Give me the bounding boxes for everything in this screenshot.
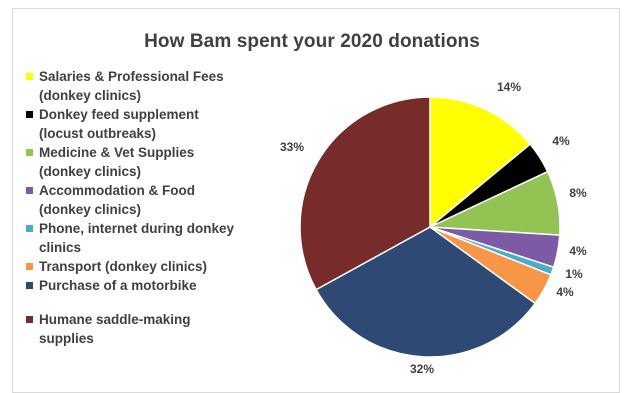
legend-item: Purchase of a motorbike bbox=[26, 276, 241, 295]
slice-data-label: 1% bbox=[565, 267, 583, 281]
legend-item: Accommodation & Food (donkey clinics) bbox=[26, 181, 241, 219]
legend-label: Humane saddle-making supplies bbox=[39, 312, 191, 346]
chart-title: How Bam spent your 2020 donations bbox=[144, 31, 480, 52]
chart-legend: Salaries & Professional Fees (donkey cli… bbox=[26, 67, 241, 348]
slice-data-label: 4% bbox=[569, 244, 587, 258]
slice-data-label: 14% bbox=[497, 80, 521, 94]
pie-slice bbox=[299, 96, 431, 291]
slice-data-label: 4% bbox=[552, 134, 570, 148]
slice-data-label: 32% bbox=[410, 362, 434, 376]
legend-label: Medicine & Vet Supplies (donkey clinics) bbox=[39, 145, 195, 179]
legend-swatch bbox=[26, 316, 33, 323]
legend-swatch bbox=[26, 111, 33, 118]
legend-label: Accommodation & Food (donkey clinics) bbox=[39, 183, 195, 217]
legend-item: Transport (donkey clinics) bbox=[26, 257, 241, 276]
legend-swatch bbox=[26, 263, 33, 270]
legend-label: Salaries & Professional Fees (donkey cli… bbox=[39, 69, 224, 103]
slice-data-label: 33% bbox=[280, 140, 304, 154]
legend-item: Donkey feed supplement (locust outbreaks… bbox=[26, 105, 241, 143]
legend-swatch bbox=[26, 149, 33, 156]
legend-swatch bbox=[26, 225, 33, 232]
legend-item: Phone, internet during donkey clinics bbox=[26, 219, 241, 257]
legend-item: Salaries & Professional Fees (donkey cli… bbox=[26, 67, 241, 105]
legend-item: Medicine & Vet Supplies (donkey clinics) bbox=[26, 143, 241, 181]
pie-slice bbox=[429, 96, 532, 229]
legend-swatch bbox=[26, 282, 33, 289]
legend-label: Purchase of a motorbike bbox=[39, 278, 197, 293]
legend-label: Donkey feed supplement (locust outbreaks… bbox=[39, 107, 199, 141]
legend-label: Transport (donkey clinics) bbox=[39, 259, 208, 274]
legend-swatch bbox=[26, 187, 33, 194]
legend-item: Humane saddle-making supplies bbox=[26, 310, 241, 348]
slice-data-label: 4% bbox=[556, 285, 574, 299]
legend-label: Phone, internet during donkey clinics bbox=[39, 221, 235, 255]
slice-data-label: 8% bbox=[569, 186, 587, 200]
pie-slice bbox=[315, 226, 537, 358]
legend-swatch bbox=[26, 73, 33, 80]
